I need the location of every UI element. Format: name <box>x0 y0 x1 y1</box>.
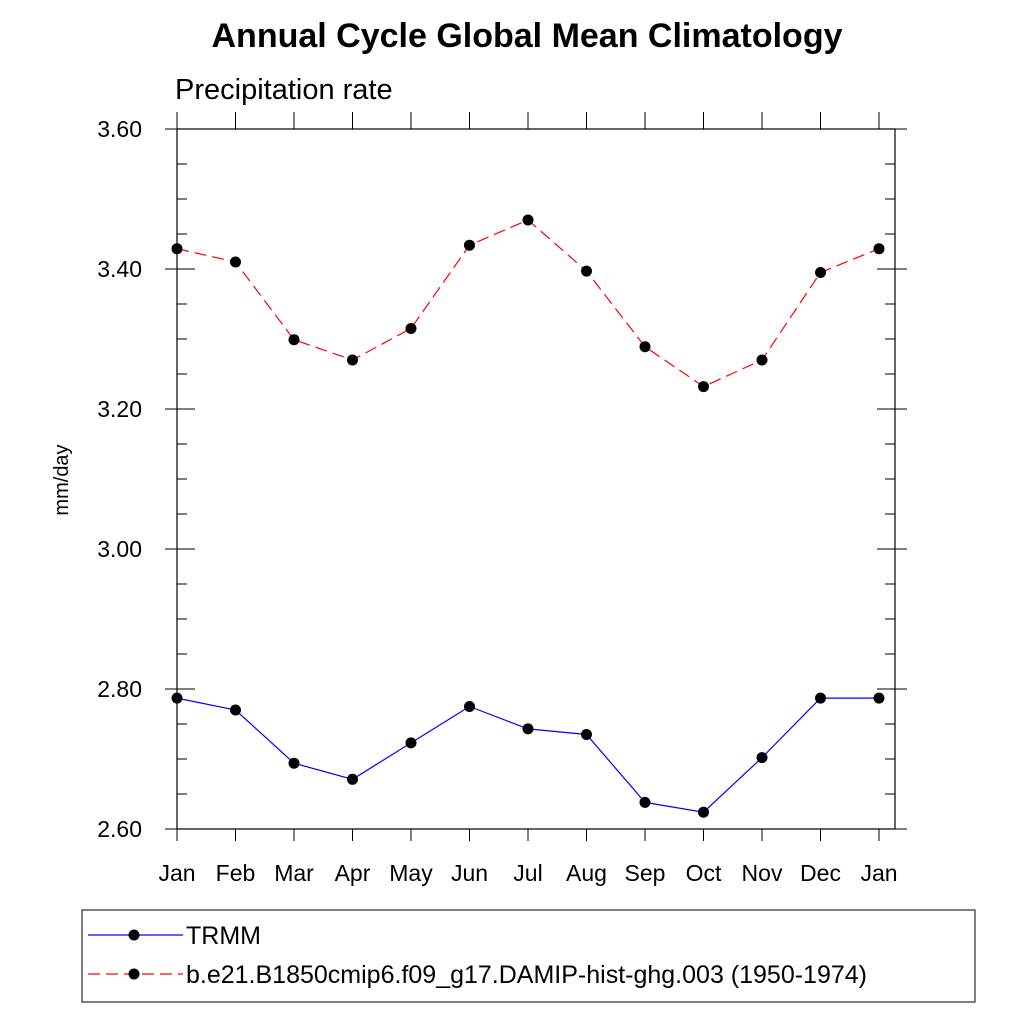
data-point <box>347 354 358 366</box>
data-point <box>522 214 534 226</box>
x-tick-label: Jun <box>451 860 488 886</box>
data-point <box>347 773 358 785</box>
legend-label: b.e21.B1850cmip6.f09_g17.DAMIP-hist-ghg.… <box>186 961 867 989</box>
x-tick-label: Oct <box>686 860 722 886</box>
x-tick-label: Mar <box>274 860 314 886</box>
data-point <box>756 354 768 366</box>
series-layer <box>171 214 885 818</box>
data-point <box>230 256 241 268</box>
y-tick-label: 3.40 <box>97 256 142 282</box>
y-tick-label: 3.00 <box>97 536 142 562</box>
data-point <box>581 729 592 740</box>
y-tick-label: 3.60 <box>97 116 142 142</box>
data-point <box>698 381 709 393</box>
x-tick-label: Nov <box>742 860 783 886</box>
legend: TRMM b.e21.B1850cmip6.f09_g17.DAMIP-hist-… <box>88 922 867 989</box>
chart-subtitle: Precipitation rate <box>175 74 393 106</box>
data-point <box>639 796 651 808</box>
x-tick-label: Aug <box>566 860 607 886</box>
plot-frame <box>176 128 896 830</box>
x-tick-label: Jan <box>158 860 195 886</box>
x-tick-label: Dec <box>800 860 841 886</box>
data-point <box>464 701 475 712</box>
data-point <box>815 267 826 278</box>
data-point <box>464 239 475 251</box>
y-tick-label: 2.60 <box>97 816 142 842</box>
data-point <box>581 265 592 277</box>
legend-label: TRMM <box>186 922 261 950</box>
legend-marker <box>128 929 140 941</box>
data-point <box>230 704 241 716</box>
data-point <box>405 737 417 749</box>
data-point <box>873 692 885 704</box>
data-point <box>405 323 417 334</box>
x-tick-label: Jul <box>513 860 542 886</box>
data-point <box>522 723 534 735</box>
x-tick-label: Apr <box>335 860 371 886</box>
data-point <box>815 692 826 704</box>
series-line-1 <box>176 219 880 388</box>
x-tick-label: May <box>389 860 433 886</box>
data-point <box>171 692 183 704</box>
data-point <box>698 806 709 818</box>
legend-marker <box>128 968 140 980</box>
data-point <box>639 341 651 353</box>
axis-ticks: Jan Feb Mar Apr May Jun Jul Aug Sep Oct Nov Dec Jan 2… <box>97 112 907 886</box>
data-point <box>288 757 300 769</box>
series-line-0 <box>176 697 879 813</box>
y-tick-label: 2.80 <box>97 676 142 702</box>
x-tick-label: Sep <box>625 860 666 886</box>
y-axis-label: mm/day <box>51 444 73 515</box>
x-tick-label: Feb <box>216 860 256 886</box>
x-tick-label: Jan <box>860 860 897 886</box>
data-point <box>873 243 885 255</box>
data-point <box>288 334 300 346</box>
chart-title: Annual Cycle Global Mean Climatology <box>212 17 843 55</box>
data-point <box>171 243 183 255</box>
data-point <box>756 752 768 764</box>
y-tick-label: 3.20 <box>97 396 142 422</box>
legend-box <box>81 909 976 1003</box>
